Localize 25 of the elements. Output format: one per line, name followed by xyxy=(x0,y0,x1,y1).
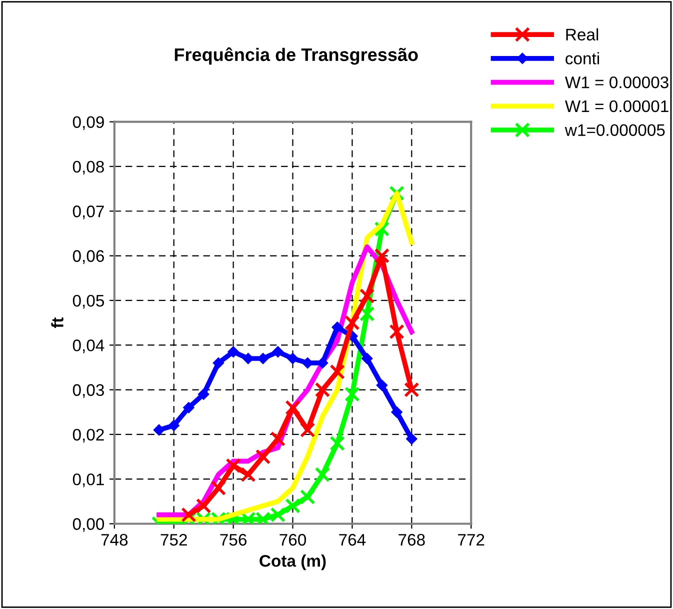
legend-label: w1=0.000005 xyxy=(564,124,665,136)
chart-title: Frequência de Transgressão xyxy=(174,47,418,65)
y-tick-label: 0,01 xyxy=(72,473,104,488)
y-tick-label: 0,05 xyxy=(72,294,104,309)
x-axis-title: Cota (m) xyxy=(260,554,326,570)
x-tick-label: 760 xyxy=(280,534,306,546)
legend-label: W1 = 0.00001 xyxy=(564,100,668,112)
y-tick-label: 0,02 xyxy=(72,428,104,443)
y-tick-label: 0,08 xyxy=(72,160,104,175)
y-axis-title: ft xyxy=(51,317,64,328)
x-tick-label: 772 xyxy=(458,534,484,546)
x-tick-label: 748 xyxy=(101,534,128,546)
y-tick-label: 0,06 xyxy=(72,250,104,264)
x-tick-label: 768 xyxy=(398,534,425,546)
x-tick-label: 764 xyxy=(339,534,366,546)
legend-label: Real xyxy=(566,28,598,41)
x-tick-label: 752 xyxy=(160,534,187,546)
y-tick-label: 0,07 xyxy=(72,206,104,220)
y-tick-label: 0,09 xyxy=(72,116,104,130)
y-tick-label: 0,00 xyxy=(72,518,104,532)
y-tick-label: 0,04 xyxy=(72,340,104,354)
y-tick-label: 0,03 xyxy=(72,384,104,398)
legend-label: conti xyxy=(566,52,599,64)
x-tick-label: 756 xyxy=(220,534,246,546)
legend-label: W1 = 0.00003 xyxy=(564,76,668,88)
